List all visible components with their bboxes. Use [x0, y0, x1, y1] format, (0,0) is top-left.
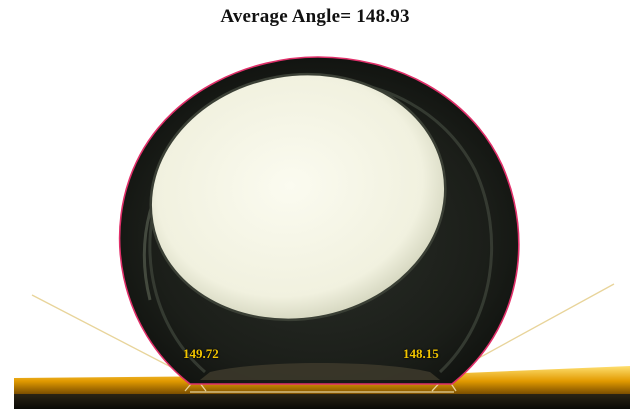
- right-angle-label: 148.15: [403, 346, 439, 361]
- substrate-shadow: [14, 394, 630, 409]
- droplet-highlight: [150, 74, 446, 320]
- droplet-base-texture: [200, 363, 440, 380]
- left-angle-label: 149.72: [183, 346, 219, 361]
- page-title: Average Angle= 148.93: [220, 6, 410, 27]
